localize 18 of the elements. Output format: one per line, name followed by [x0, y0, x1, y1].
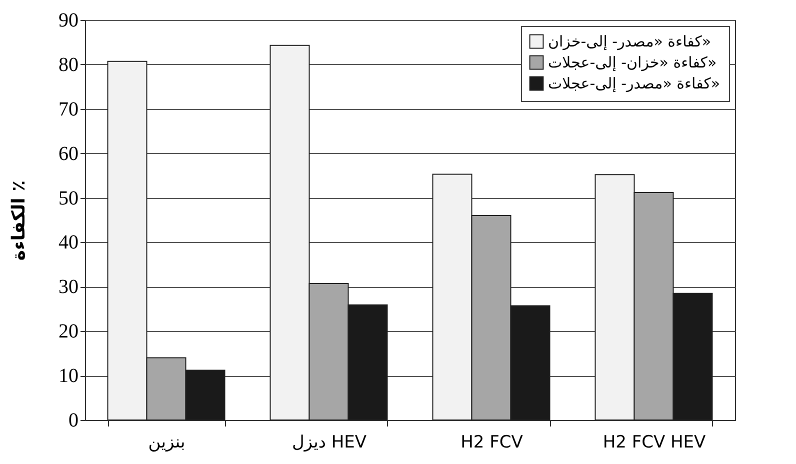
y-tick-label: 70: [58, 98, 78, 120]
y-tick-label: 50: [58, 187, 78, 210]
legend-label: كفاءة «خزان- إلى-عجلات»: [548, 54, 717, 72]
y-tick-label: 40: [58, 232, 78, 254]
y-tick-label: 80: [58, 54, 78, 76]
x-tick-label: بنزين: [148, 432, 186, 452]
y-axis-title: الكفاءة ٪: [8, 180, 30, 261]
x-tick-label: H2 FCV HEV: [602, 432, 706, 452]
y-tick-label: 0: [68, 410, 78, 432]
x-tick-label: ديزل HEV: [292, 432, 367, 452]
legend-label: كفاءة «مصدر- إلى-عجلات»: [548, 74, 720, 92]
y-tick-label: 60: [58, 142, 78, 165]
y-tick-label: 30: [58, 276, 78, 298]
y-tick-label: 10: [58, 365, 78, 388]
x-tick-label: H2 FCV: [460, 432, 524, 452]
y-tick-label: 90: [58, 10, 78, 32]
legend-label: كفاءة «مصدر- إلى-خزان»: [548, 32, 712, 50]
y-tick-label: 20: [58, 320, 78, 343]
